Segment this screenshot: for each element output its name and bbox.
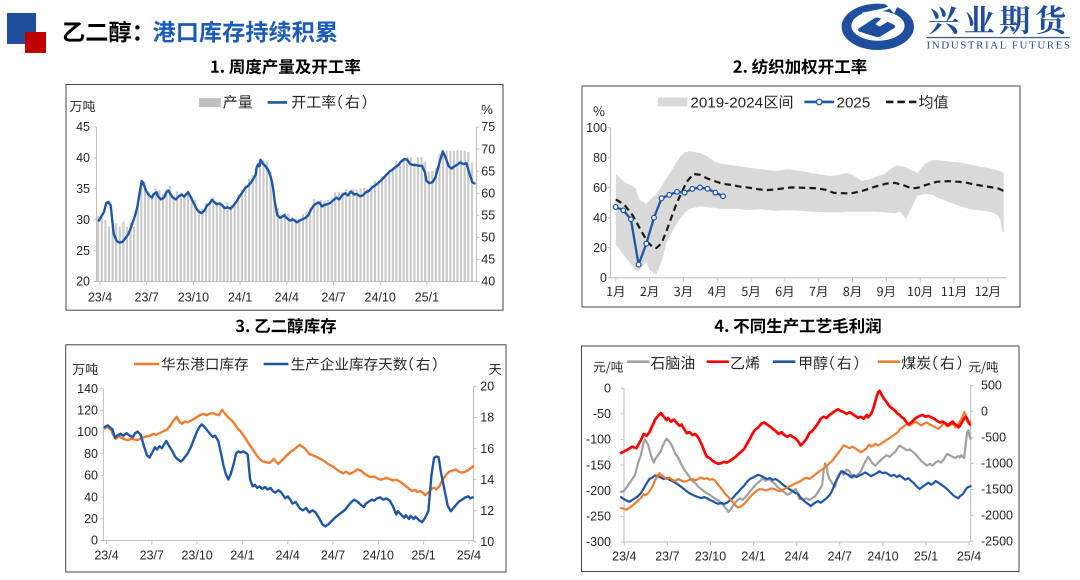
svg-text:25/1: 25/1 — [914, 550, 938, 564]
svg-text:16: 16 — [480, 442, 494, 456]
svg-text:2019-2024: 2019-2024 — [690, 95, 763, 112]
svg-text:25/4: 25/4 — [457, 549, 481, 563]
svg-text:20: 20 — [76, 275, 90, 289]
svg-text:24/10: 24/10 — [363, 549, 394, 563]
svg-text:25/1: 25/1 — [415, 291, 439, 305]
svg-text:100: 100 — [77, 425, 98, 439]
svg-text:40: 40 — [76, 151, 90, 165]
svg-text:24/4: 24/4 — [785, 550, 809, 564]
svg-text:45: 45 — [481, 253, 495, 267]
svg-text:-1500: -1500 — [981, 483, 1013, 497]
svg-text:0: 0 — [91, 534, 98, 548]
svg-text:120: 120 — [77, 404, 98, 418]
svg-text:23/4: 23/4 — [94, 549, 118, 563]
svg-text:14: 14 — [480, 473, 494, 487]
svg-text:20: 20 — [84, 512, 98, 526]
svg-text:10: 10 — [480, 535, 494, 549]
svg-text:-2000: -2000 — [981, 509, 1013, 523]
svg-text:140: 140 — [77, 382, 98, 396]
svg-text:55: 55 — [481, 208, 495, 222]
svg-text:24/4: 24/4 — [275, 291, 299, 305]
svg-text:23/7: 23/7 — [135, 291, 159, 305]
svg-text:30: 30 — [76, 213, 90, 227]
svg-text:20: 20 — [593, 241, 607, 255]
svg-text:100: 100 — [586, 121, 607, 135]
svg-text:INDUSTRIAL FUTURES: INDUSTRIAL FUTURES — [927, 39, 1072, 51]
svg-text:25/4: 25/4 — [957, 550, 981, 564]
svg-text:-300: -300 — [586, 535, 611, 549]
svg-text:0: 0 — [600, 271, 607, 285]
svg-text:23/4: 23/4 — [88, 291, 112, 305]
svg-text:-100: -100 — [586, 433, 611, 447]
svg-text:12: 12 — [480, 504, 494, 518]
svg-text:23/4: 23/4 — [612, 550, 636, 564]
svg-text:500: 500 — [981, 379, 1002, 393]
svg-text:75: 75 — [481, 120, 495, 134]
svg-text:24/7: 24/7 — [321, 549, 345, 563]
svg-text:-150: -150 — [586, 458, 611, 472]
svg-text:23/10: 23/10 — [181, 549, 212, 563]
svg-text:60: 60 — [593, 181, 607, 195]
svg-text:24/7: 24/7 — [321, 291, 345, 305]
svg-text:18: 18 — [480, 411, 494, 425]
svg-text:80: 80 — [593, 151, 607, 165]
svg-text:80: 80 — [84, 447, 98, 461]
svg-text:70: 70 — [481, 142, 495, 156]
svg-text:24/7: 24/7 — [828, 550, 852, 564]
svg-text:24/10: 24/10 — [867, 550, 898, 564]
svg-text:65: 65 — [481, 164, 495, 178]
svg-text:40: 40 — [481, 275, 495, 289]
svg-text:20: 20 — [480, 380, 494, 394]
svg-text:23/10: 23/10 — [695, 550, 726, 564]
svg-text:0: 0 — [604, 381, 611, 395]
svg-text:40: 40 — [84, 490, 98, 504]
svg-text:24/1: 24/1 — [228, 291, 252, 305]
svg-text:50: 50 — [481, 231, 495, 245]
svg-text:40: 40 — [593, 211, 607, 225]
svg-text:23/10: 23/10 — [178, 291, 209, 305]
svg-text:24/1: 24/1 — [230, 549, 254, 563]
svg-text:-2500: -2500 — [981, 535, 1013, 549]
svg-text:25: 25 — [76, 244, 90, 258]
svg-text:25/1: 25/1 — [411, 549, 435, 563]
svg-text:0: 0 — [981, 405, 988, 419]
svg-text:35: 35 — [76, 182, 90, 196]
svg-text:-250: -250 — [586, 510, 611, 524]
svg-text:-200: -200 — [586, 484, 611, 498]
svg-text:24/10: 24/10 — [365, 291, 396, 305]
svg-text:24/1: 24/1 — [741, 550, 765, 564]
svg-text:-1000: -1000 — [981, 457, 1013, 471]
svg-text:23/7: 23/7 — [140, 549, 164, 563]
svg-text:23/7: 23/7 — [655, 550, 679, 564]
svg-text:24/4: 24/4 — [276, 549, 300, 563]
svg-text:-500: -500 — [981, 431, 1006, 445]
svg-text:-50: -50 — [593, 407, 611, 421]
svg-text:2025: 2025 — [837, 95, 871, 112]
svg-text:60: 60 — [481, 186, 495, 200]
svg-text:45: 45 — [76, 120, 90, 134]
svg-text:%: % — [481, 102, 493, 117]
svg-text:60: 60 — [84, 469, 98, 483]
